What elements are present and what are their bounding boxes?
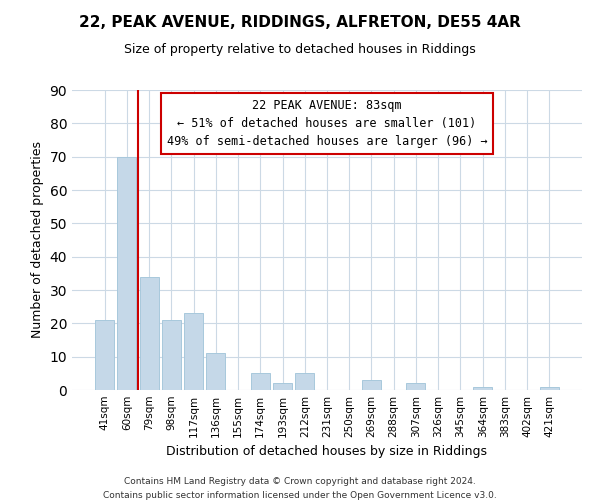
Bar xyxy=(362,380,381,390)
Bar xyxy=(140,276,158,390)
Bar xyxy=(406,384,425,390)
Text: Contains HM Land Registry data © Crown copyright and database right 2024.: Contains HM Land Registry data © Crown c… xyxy=(124,478,476,486)
Text: Size of property relative to detached houses in Riddings: Size of property relative to detached ho… xyxy=(124,42,476,56)
Bar xyxy=(118,156,136,390)
Bar xyxy=(184,314,203,390)
Bar xyxy=(206,354,225,390)
Bar xyxy=(162,320,181,390)
Bar xyxy=(95,320,114,390)
Y-axis label: Number of detached properties: Number of detached properties xyxy=(31,142,44,338)
Bar xyxy=(251,374,270,390)
Text: 22 PEAK AVENUE: 83sqm
← 51% of detached houses are smaller (101)
49% of semi-det: 22 PEAK AVENUE: 83sqm ← 51% of detached … xyxy=(167,99,487,148)
Text: 22, PEAK AVENUE, RIDDINGS, ALFRETON, DE55 4AR: 22, PEAK AVENUE, RIDDINGS, ALFRETON, DE5… xyxy=(79,15,521,30)
Text: Contains public sector information licensed under the Open Government Licence v3: Contains public sector information licen… xyxy=(103,491,497,500)
Bar xyxy=(295,374,314,390)
Bar xyxy=(473,386,492,390)
Bar xyxy=(540,386,559,390)
Bar xyxy=(273,384,292,390)
X-axis label: Distribution of detached houses by size in Riddings: Distribution of detached houses by size … xyxy=(167,446,487,458)
